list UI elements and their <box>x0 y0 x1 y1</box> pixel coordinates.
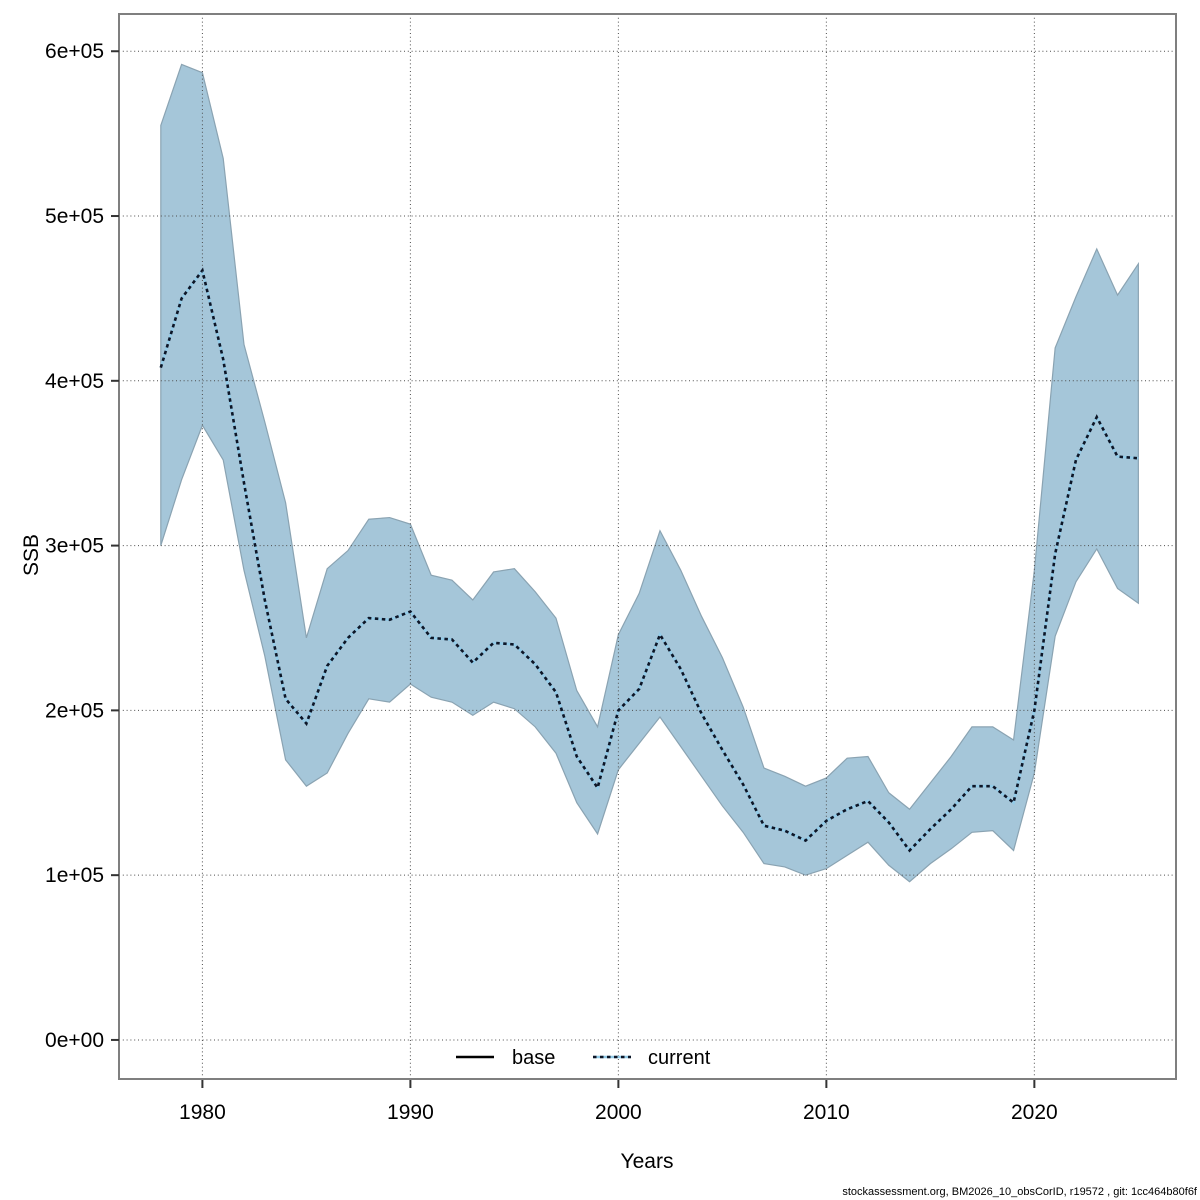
y-tick-label: 0e+00 <box>45 1029 104 1052</box>
footer-watermark: stockassessment.org, BM2026_10_obsCorID,… <box>842 1186 1198 1198</box>
y-tick-label: 1e+05 <box>45 864 104 887</box>
x-axis-title: Years <box>621 1150 674 1173</box>
x-tick-label: 2020 <box>1011 1101 1058 1124</box>
plot-area: 1980 1990 2000 2010 2020 0e+00 1e+05 2e+05 3e+05… <box>45 13 1177 1124</box>
x-tick-label: 2000 <box>595 1101 642 1124</box>
x-tick-label: 2010 <box>803 1101 850 1124</box>
legend: base current <box>512 1047 711 1069</box>
current-line <box>159 267 1139 853</box>
y-tick-label: 4e+05 <box>45 370 104 393</box>
x-tick-label: 1990 <box>387 1101 434 1124</box>
y-tick-label: 6e+05 <box>45 40 104 63</box>
y-tick-label: 2e+05 <box>45 699 104 722</box>
x-tick-label: 1980 <box>179 1101 226 1124</box>
legend-label-base: base <box>512 1047 555 1069</box>
confidence-band <box>160 63 1139 883</box>
legend-label-current: current <box>648 1047 711 1069</box>
y-tick-label: 5e+05 <box>45 205 104 228</box>
y-axis-title: SSB <box>20 534 43 576</box>
y-tick-label: 3e+05 <box>45 535 104 558</box>
